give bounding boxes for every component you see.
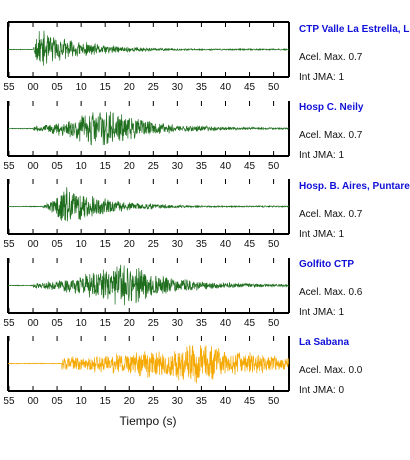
station-pga: Acel. Max. 0.7 — [299, 209, 363, 220]
station-name: Hosp. B. Aires, Puntare — [299, 181, 410, 192]
station-name: La Sabana — [299, 337, 350, 348]
x-tick-label: 15 — [100, 82, 112, 93]
x-tick-label: 00 — [27, 82, 39, 93]
x-tick-label: 45 — [244, 239, 256, 250]
x-tick-label: 20 — [124, 239, 136, 250]
x-tick-label: 50 — [268, 82, 280, 93]
waveform-trace — [7, 345, 290, 384]
x-tick-label: 45 — [244, 82, 256, 93]
x-tick-label: 20 — [124, 318, 136, 329]
x-tick-label: 20 — [124, 82, 136, 93]
x-tick-label: 10 — [76, 82, 88, 93]
x-tick-label: 55 — [3, 82, 15, 93]
x-tick-label: 35 — [196, 82, 208, 93]
x-tick-label: 45 — [244, 396, 256, 407]
x-tick-label: 10 — [76, 161, 88, 172]
x-tick-label: 50 — [268, 161, 280, 172]
station-jma: Int JMA: 1 — [299, 150, 345, 161]
x-tick-label: 00 — [27, 396, 39, 407]
station-info-4: Golfito CTP Acel. Max. 0.6 Int JMA: 1 — [299, 259, 410, 318]
x-tick-label: 50 — [268, 396, 280, 407]
x-tick-label: 45 — [244, 161, 256, 172]
x-tick-label: 45 — [244, 318, 256, 329]
x-tick-label: 40 — [220, 161, 232, 172]
x-tick-label: 40 — [220, 239, 232, 250]
station-pga: Acel. Max. 0.7 — [299, 52, 363, 63]
x-tick-label: 30 — [172, 161, 184, 172]
waveform-trace — [8, 187, 290, 222]
x-tick-label: 05 — [52, 318, 64, 329]
x-tick-label: 40 — [220, 318, 232, 329]
x-tick-label: 05 — [52, 82, 64, 93]
x-tick-label: 05 — [52, 239, 64, 250]
waveform-trace — [7, 264, 290, 306]
station-jma: Int JMA: 1 — [299, 72, 345, 83]
x-tick-label: 10 — [76, 396, 88, 407]
x-tick-label: 10 — [76, 239, 88, 250]
station-jma: Int JMA: 1 — [299, 229, 345, 240]
x-tick-label: 00 — [27, 318, 39, 329]
x-tick-label: 00 — [27, 161, 39, 172]
x-tick-label: 10 — [76, 318, 88, 329]
station-pga: Acel. Max. 0.6 — [299, 287, 363, 298]
x-tick-label: 25 — [148, 239, 160, 250]
station-name: Golfito CTP — [299, 259, 354, 270]
x-axis-label: Tiempo (s) — [119, 414, 177, 428]
x-tick-label: 25 — [148, 161, 160, 172]
x-tick-label: 55 — [3, 161, 15, 172]
station-info-1: CTP Valle La Estrella, L Acel. Max. 0.7 … — [299, 24, 410, 83]
station-name: CTP Valle La Estrella, L — [299, 24, 410, 35]
x-tick-label: 55 — [3, 239, 15, 250]
x-tick-label: 15 — [100, 396, 112, 407]
station-info-2: Hosp C. Neily Acel. Max. 0.7 Int JMA: 1 — [299, 102, 410, 161]
x-tick-label: 35 — [196, 161, 208, 172]
x-tick-label: 30 — [172, 82, 184, 93]
station-info-3: Hosp. B. Aires, Puntare Acel. Max. 0.7 I… — [299, 181, 410, 240]
x-tick-label: 35 — [196, 396, 208, 407]
station-pga: Acel. Max. 0.7 — [299, 130, 363, 141]
x-tick-label: 25 — [148, 396, 160, 407]
x-tick-label: 30 — [172, 396, 184, 407]
waveform-trace — [7, 30, 290, 66]
x-tick-label: 05 — [52, 396, 64, 407]
x-tick-label: 55 — [3, 396, 15, 407]
x-tick-label: 05 — [52, 161, 64, 172]
station-name: Hosp C. Neily — [299, 102, 364, 113]
x-tick-label: 40 — [220, 396, 232, 407]
station-pga: Acel. Max. 0.0 — [299, 365, 363, 376]
x-tick-label: 35 — [196, 318, 208, 329]
x-tick-label: 50 — [268, 239, 280, 250]
x-tick-label: 20 — [124, 396, 136, 407]
x-tick-label: 25 — [148, 318, 160, 329]
station-info-5: La Sabana Acel. Max. 0.0 Int JMA: 0 — [299, 337, 410, 396]
x-tick-label: 00 — [27, 239, 39, 250]
station-jma: Int JMA: 0 — [299, 385, 345, 396]
x-tick-label: 35 — [196, 239, 208, 250]
x-tick-label: 20 — [124, 161, 136, 172]
x-tick-label: 15 — [100, 161, 112, 172]
x-tick-label: 55 — [3, 318, 15, 329]
x-tick-label: 40 — [220, 82, 232, 93]
x-tick-label: 15 — [100, 318, 112, 329]
waveform-trace — [7, 111, 290, 146]
station-jma: Int JMA: 1 — [299, 307, 345, 318]
x-tick-label: 25 — [148, 82, 160, 93]
x-tick-label: 30 — [172, 239, 184, 250]
x-tick-label: 30 — [172, 318, 184, 329]
x-tick-label: 15 — [100, 239, 112, 250]
x-tick-label: 50 — [268, 318, 280, 329]
